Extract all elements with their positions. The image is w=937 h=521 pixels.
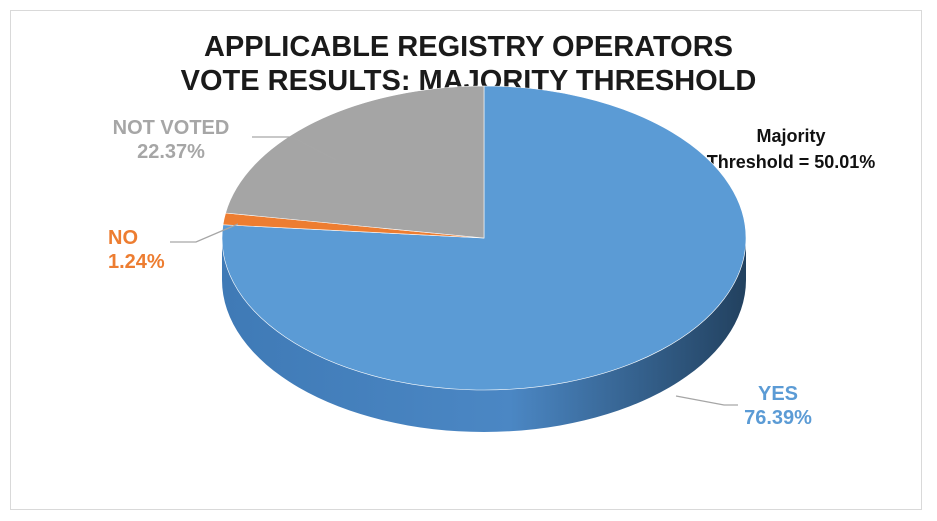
label-yes-value: 76.39% <box>744 407 812 429</box>
leader-line-not-voted <box>252 136 337 161</box>
pie-slice-not-voted <box>225 85 485 239</box>
label-not-voted-value: 22.37% <box>137 141 205 163</box>
label-no: NO 1.24% <box>108 226 165 274</box>
chart-title-line-1: APPLICABLE REGISTRY OPERATORS <box>203 31 734 63</box>
leader-line-yes <box>675 395 738 406</box>
majority-threshold-note: Majority Threshold = 50.01% <box>676 123 906 175</box>
label-no-value: 1.24% <box>108 251 165 273</box>
label-not-voted-name: NOT VOTED <box>112 117 230 139</box>
label-yes-name: YES <box>757 383 799 405</box>
label-yes: YES 76.39% <box>728 382 828 430</box>
threshold-line-2: Threshold = 50.01% <box>706 152 876 172</box>
pie-side-yes <box>222 238 746 432</box>
label-no-name: NO <box>108 227 138 249</box>
threshold-line-1: Majority <box>756 126 826 146</box>
leader-line-no <box>170 223 239 243</box>
label-not-voted: NOT VOTED 22.37% <box>96 116 246 164</box>
